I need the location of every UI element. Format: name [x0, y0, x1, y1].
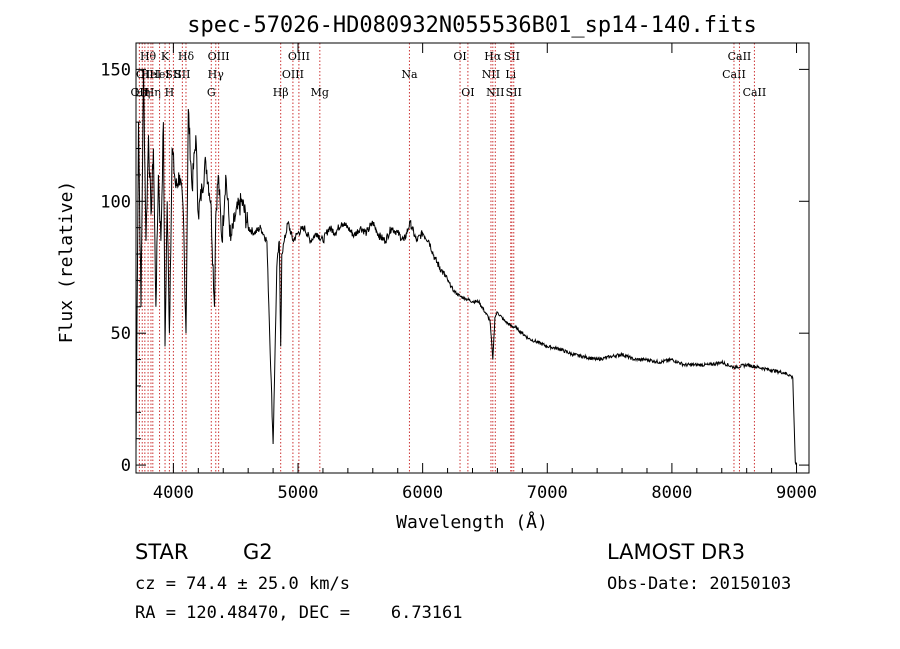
survey-name: LAMOST DR3 [607, 540, 746, 564]
object-class: STAR [135, 540, 189, 564]
spectrum-series-line [135, 69, 797, 466]
spectral-line-label: K [161, 50, 170, 63]
spectral-line-label: Hδ [178, 50, 195, 63]
x-tick-label: 4000 [153, 483, 194, 503]
y-tick-label: 0 [121, 456, 131, 476]
spectral-line-label: SII [506, 86, 522, 99]
x-tick-label: 8000 [651, 483, 692, 503]
x-tick-label: 7000 [527, 483, 568, 503]
spectral-line-label: NII [482, 68, 500, 81]
spectral-line-label: Hη [145, 86, 161, 99]
spectral-line-label: NII [486, 86, 504, 99]
spectral-line-label: Mg [311, 86, 329, 99]
spectral-line-label: OII [136, 68, 154, 81]
x-tick-label: 5000 [278, 483, 319, 503]
spectral-line-label: Hγ [208, 68, 225, 81]
chart-title: spec-57026-HD080932N055536B01_sp14-140.f… [187, 13, 757, 38]
spectral-line-label: Hα [484, 50, 502, 63]
object-subclass: G2 [243, 540, 273, 564]
spectral-line-label: H [165, 86, 175, 99]
x-tick-label: 9000 [776, 483, 817, 503]
spectral-line-label: CaII [728, 50, 752, 63]
redshift-velocity: cz = 74.4 ± 25.0 km/s [135, 574, 350, 594]
spectral-line-label: Hθ [140, 50, 157, 63]
spectral-line-label: Li [505, 68, 516, 81]
spectral-line-label: CaII [722, 68, 746, 81]
series-layer [135, 69, 797, 466]
observation-date: Obs-Date: 20150103 [607, 574, 792, 594]
y-tick-label: 150 [100, 60, 131, 80]
spectral-line-label: Na [401, 68, 418, 81]
spectral-line-label: SII [165, 68, 181, 81]
spectral-line-label: OI [453, 50, 466, 63]
axes: 4000 5000 6000 7000 8000 9000 0 50 100 150 [100, 43, 817, 503]
x-axis-label: Wavelength (Å) [396, 511, 548, 533]
spectral-line-label: SII [504, 50, 520, 63]
spectral-line-label: OIII [208, 50, 230, 63]
spectral-line-label: CaII [743, 86, 767, 99]
spectral-line-label: SII [174, 68, 190, 81]
y-tick-label: 100 [100, 192, 131, 212]
coordinates: RA = 120.48470, DEC = 6.73161 [135, 603, 463, 623]
spectral-line-label: HeI [141, 68, 161, 81]
spectral-line-label: OIII [282, 68, 304, 81]
spectral-line-markers: OIIHηOIIHθHeIHηHeIKHSIISIIHδGHγOIIIHβOII… [131, 43, 767, 473]
spectral-line-label: OIII [288, 50, 310, 63]
spectral-line-label: G [207, 86, 216, 99]
spectral-line-label: Hβ [273, 86, 289, 99]
x-tick-label: 6000 [402, 483, 443, 503]
spectral-line-label: OI [461, 86, 474, 99]
y-axis-label: Flux (relative) [56, 181, 77, 344]
plot-frame [135, 42, 810, 474]
y-tick-label: 50 [111, 324, 131, 344]
